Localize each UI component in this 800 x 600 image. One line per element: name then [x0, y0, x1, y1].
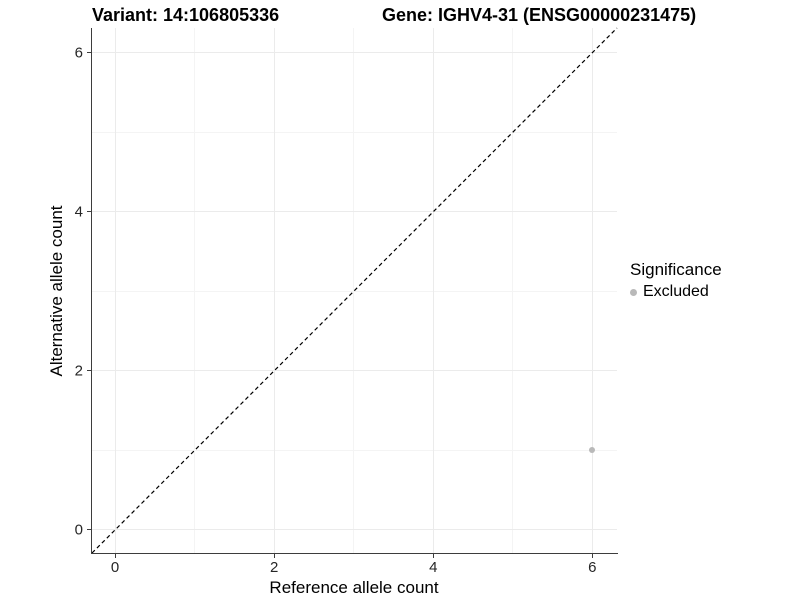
legend-point-icon [630, 288, 637, 296]
x-axis-title: Reference allele count [269, 578, 439, 597]
plot-title-gene: Gene: IGHV4-31 (ENSG00000231475) [382, 5, 697, 25]
data-point [589, 447, 596, 454]
legend-title: Significance [630, 260, 722, 279]
y-axis-title: Alternative allele count [47, 205, 66, 377]
y-tick-mark [87, 211, 91, 213]
x-tick-mark [591, 554, 593, 558]
gridline-horizontal-major [92, 529, 617, 531]
gridline-horizontal-minor [92, 131, 617, 133]
plot-title-variant: Variant: 14:106805336 [92, 5, 280, 25]
legend-item-label: Excluded [643, 283, 709, 300]
y-tick-mark [87, 370, 91, 372]
y-tick-mark [87, 529, 91, 531]
x-tick-label: 2 [269, 559, 279, 576]
x-axis-line [91, 553, 618, 554]
gridline-horizontal-minor [92, 290, 617, 292]
gridline-vertical-major [591, 28, 593, 553]
x-tick-label: 0 [110, 559, 120, 576]
x-tick-mark [114, 554, 116, 558]
gridline-horizontal-major [92, 52, 617, 54]
gridline-vertical-major [114, 28, 116, 553]
plot-panel: 0 2 4 6 0 2 4 6 [75, 27, 618, 576]
y-tick-label: 6 [74, 44, 83, 62]
gridline-vertical-minor [512, 28, 514, 553]
legend-item-excluded: Excluded [630, 283, 722, 301]
identity-line [91, 27, 618, 554]
gridline-horizontal-minor [92, 449, 617, 451]
y-tick-label: 4 [74, 203, 83, 221]
y-tick-label: 2 [74, 362, 83, 380]
x-tick-mark [273, 554, 275, 558]
gridline-horizontal-major [92, 211, 617, 213]
gridline-vertical-minor [353, 28, 355, 553]
gridline-horizontal-major [92, 370, 617, 372]
gridline-vertical-minor [194, 28, 196, 553]
x-tick-label: 4 [429, 559, 438, 576]
y-tick-label: 0 [74, 521, 83, 539]
x-tick-mark [432, 554, 434, 558]
legend: Significance Excluded [630, 260, 722, 301]
x-tick-label: 6 [588, 559, 597, 576]
y-axis-line [91, 28, 92, 554]
gridline-vertical-major [432, 28, 434, 553]
y-tick-mark [87, 52, 91, 54]
gridline-vertical-major [273, 28, 275, 553]
